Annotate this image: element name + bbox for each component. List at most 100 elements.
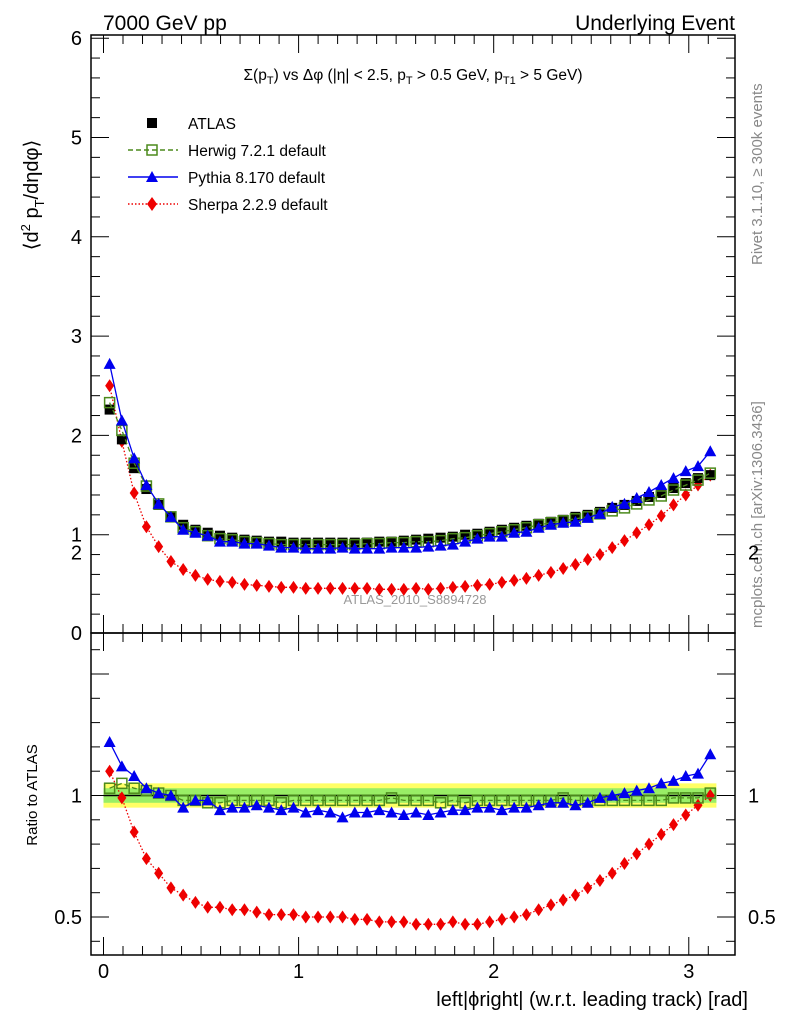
main-point-pythia-8-170-default [483, 530, 496, 542]
main-point-sherpa-2-2-9-default [264, 579, 274, 593]
main-line-pythia-8-170-default [108, 363, 711, 550]
ratio-point-pythia-8-170-default [446, 804, 459, 816]
ratio-point-sherpa-2-2-9-default [190, 895, 200, 909]
ratio-point-sherpa-2-2-9-default [669, 818, 679, 832]
main-y-tick-label: 3 [71, 326, 82, 348]
main-point-pythia-8-170-default [115, 414, 128, 426]
main-point-atlas [460, 529, 471, 540]
main-point-atlas [447, 531, 458, 542]
main-point-atlas [435, 532, 446, 543]
ratio-point-sherpa-2-2-9-default [387, 915, 397, 929]
ratio-point-pythia-8-170-default [348, 806, 361, 818]
ratio-point-sherpa-2-2-9-default [485, 915, 495, 929]
ratio-point-sherpa-2-2-9-default [644, 837, 654, 851]
main-point-pythia-8-170-default [446, 538, 459, 550]
main-y-tick-label: 1 [71, 525, 82, 547]
ratio-point-sherpa-2-2-9-default [411, 917, 421, 931]
ratio-point-pythia-8-170-default [557, 796, 570, 808]
main-point-pythia-8-170-default [667, 472, 680, 484]
main-point-herwig-7-2-1-default [103, 396, 116, 409]
ratio-y-tick-label-right: 0.5 [748, 907, 776, 929]
ratio-point-pythia-8-170-default [667, 774, 680, 786]
main-point-pythia-8-170-default [164, 510, 177, 522]
ratio-point-sherpa-2-2-9-default [423, 917, 433, 931]
ratio-point-sherpa-2-2-9-default [546, 898, 556, 912]
legend-entry-pythia: Pythia 8.170 default [128, 170, 326, 187]
ratio-point-pythia-8-170-default [544, 796, 557, 808]
ratio-point-sherpa-2-2-9-default [448, 915, 458, 929]
ratio-point-sherpa-2-2-9-default [289, 908, 299, 922]
ratio-point-herwig-7-2-1-default [385, 792, 398, 804]
ratio-point-herwig-7-2-1-default [300, 794, 312, 807]
ratio-point-pythia-8-170-default [262, 801, 275, 813]
main-point-pythia-8-170-default [128, 452, 141, 464]
main-series-layer [103, 357, 717, 596]
ratio-point-herwig-7-2-1-default [361, 794, 373, 807]
main-point-sherpa-2-2-9-default [436, 581, 446, 595]
ratio-point-sherpa-2-2-9-default [350, 912, 360, 926]
legend-marker-herwig [146, 144, 158, 156]
legend-marker-atlas [147, 118, 157, 128]
rivet-label: Rivet 3.1.10, ≥ 300k events [749, 83, 766, 265]
main-point-sherpa-2-2-9-default [289, 580, 299, 594]
main-point-pythia-8-170-default [250, 537, 263, 549]
main-point-atlas [656, 487, 667, 498]
ratio-point-pythia-8-170-default [238, 801, 251, 813]
ratio-point-sherpa-2-2-9-default [178, 888, 188, 902]
main-point-sherpa-2-2-9-default [534, 568, 544, 582]
ratio-point-sherpa-2-2-9-default [521, 908, 531, 922]
main-point-pythia-8-170-default [103, 357, 116, 369]
main-point-sherpa-2-2-9-default [399, 582, 409, 596]
main-point-sherpa-2-2-9-default [595, 548, 605, 562]
ratio-point-sherpa-2-2-9-default [399, 915, 409, 929]
ratio-point-sherpa-2-2-9-default [497, 912, 507, 926]
ratio-point-sherpa-2-2-9-default [252, 905, 262, 919]
ratio-point-sherpa-2-2-9-default [374, 915, 384, 929]
ratio-point-pythia-8-170-default [385, 806, 398, 818]
ratio-y-tick-label-right: 2 [748, 543, 759, 565]
ratio-point-pythia-8-170-default [103, 736, 116, 748]
main-point-atlas [116, 434, 127, 445]
x-tick-label: 1 [293, 961, 304, 983]
main-point-sherpa-2-2-9-default [325, 581, 335, 595]
main-y-tick-label: 6 [71, 28, 82, 50]
main-point-sherpa-2-2-9-default [669, 498, 679, 512]
ratio-frame [90, 632, 736, 956]
ratio-point-herwig-7-2-1-default [128, 782, 140, 794]
main-point-atlas [680, 478, 691, 489]
main-point-herwig-7-2-1-default [680, 479, 692, 491]
main-point-pythia-8-170-default [655, 479, 668, 491]
main-point-atlas [423, 533, 434, 544]
ratio-point-pythia-8-170-default [373, 804, 386, 816]
main-point-pythia-8-170-default [471, 532, 484, 544]
ratio-point-sherpa-2-2-9-default [276, 908, 286, 922]
main-point-atlas [705, 470, 716, 481]
legend-entry-sherpa: Sherpa 2.2.9 default [128, 197, 328, 214]
ratio-point-sherpa-2-2-9-default [239, 903, 249, 917]
main-point-sherpa-2-2-9-default [423, 582, 433, 596]
ratio-point-herwig-7-2-1-default [692, 792, 704, 804]
main-point-pythia-8-170-default [520, 525, 533, 537]
ratio-point-herwig-7-2-1-default [422, 794, 435, 807]
main-point-sherpa-2-2-9-default [681, 488, 691, 502]
main-point-pythia-8-170-default [630, 491, 643, 503]
main-title: Σ(pT) vs Δφ (|η| < 2.5, pT > 0.5 GeV, pT… [243, 67, 582, 87]
ratio-point-herwig-7-2-1-default [324, 794, 337, 807]
ratio-point-sherpa-2-2-9-default [570, 888, 580, 902]
ratio-point-pythia-8-170-default [459, 804, 472, 816]
ratio-point-sherpa-2-2-9-default [472, 917, 482, 931]
ratio-point-pythia-8-170-default [312, 804, 325, 816]
ratio-point-pythia-8-170-default [189, 794, 202, 806]
ratio-point-pythia-8-170-default [704, 748, 717, 760]
main-point-herwig-7-2-1-default [692, 474, 704, 486]
main-point-pythia-8-170-default [557, 516, 570, 528]
ratio-point-pythia-8-170-default [213, 804, 226, 816]
ratio-point-pythia-8-170-default [655, 777, 668, 789]
ratio-point-sherpa-2-2-9-default [166, 881, 176, 895]
main-point-sherpa-2-2-9-default [276, 580, 286, 594]
ratio-point-sherpa-2-2-9-default [313, 910, 323, 924]
main-point-pythia-8-170-default [692, 460, 705, 472]
main-y-tick-label: 2 [71, 425, 82, 447]
